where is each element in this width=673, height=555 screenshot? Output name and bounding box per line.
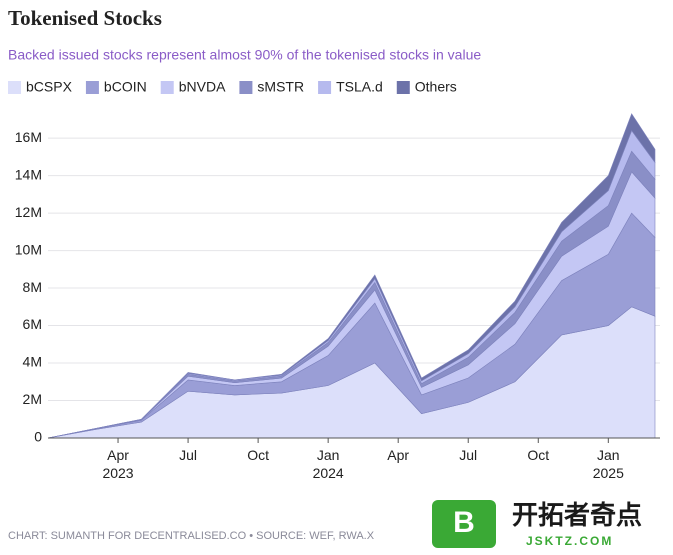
watermark-url: JSKTZ.COM (526, 534, 613, 548)
chart-subtitle: Backed issued stocks represent almost 90… (8, 47, 481, 63)
y-tick-label: 10M (15, 241, 42, 257)
y-tick-label: 2M (23, 391, 42, 407)
legend-swatch (318, 81, 332, 94)
x-tick-label: Oct (247, 447, 269, 463)
legend-label: bNVDA (179, 79, 226, 95)
legend-swatch (85, 81, 99, 94)
y-tick-label: 14M (15, 166, 42, 182)
legend-swatch (239, 81, 253, 94)
watermark: B 开拓者奇点 JSKTZ.COM (432, 500, 642, 548)
x-tick-label: Oct (527, 447, 549, 463)
legend-swatch (8, 81, 21, 94)
legend-label: Others (415, 79, 457, 95)
y-tick-label: 4M (23, 354, 42, 370)
watermark-logo (432, 500, 496, 548)
y-tick-label: 12M (15, 204, 42, 220)
watermark-letter: B (453, 506, 475, 539)
legend-swatch (160, 81, 174, 94)
legend-label: bCOIN (104, 79, 147, 95)
watermark-text: 开拓者奇点 (512, 500, 642, 530)
x-tick-label: Jul (459, 447, 477, 463)
source: CHART: SUMANTH FOR DECENTRALISED.CO • SO… (8, 530, 375, 542)
y-tick-label: 6M (23, 316, 42, 332)
legend-label: bCSPX (26, 79, 73, 95)
x-tick-label: Jan 2024 (313, 447, 344, 481)
y-tick-label: 8M (23, 279, 42, 295)
area (47, 113, 656, 439)
y-tick-label: 0 (34, 429, 42, 445)
legend-label: sMSTR (257, 79, 304, 95)
chart-title: Tokenised Stocks (8, 6, 162, 30)
y-tick-label: 16M (15, 129, 42, 145)
x-tick-label: Jan 2025 (593, 447, 624, 481)
legend-swatch (396, 81, 410, 94)
x-tick-label: Apr (387, 447, 409, 463)
x-tick-label: Jul (179, 447, 197, 463)
x-tick-label: Apr 2023 (102, 447, 133, 481)
legend-label: TSLA.d (336, 79, 383, 95)
